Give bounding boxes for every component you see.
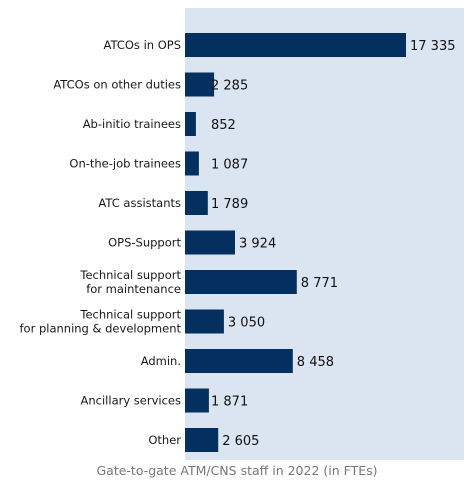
category-label-3: On-the-job trainees <box>69 157 181 171</box>
category-labels-group: ATCOs in OPS ATCOs on other duties Ab-init… <box>19 38 181 447</box>
value-label-3: 1 087 <box>211 158 248 173</box>
bar-10 <box>185 428 219 452</box>
bar-0 <box>185 33 406 57</box>
bar-9 <box>185 388 209 413</box>
category-label-8: Admin. <box>141 354 181 368</box>
value-label-2: 852 <box>211 118 236 133</box>
value-label-6: 8 771 <box>301 276 338 291</box>
value-label-4: 1 789 <box>211 197 248 212</box>
chart-caption: Gate-to-gate ATM/CNS staff in 2022 (in F… <box>96 463 377 478</box>
category-label-0: ATCOs in OPS <box>104 38 181 52</box>
value-label-9: 1 871 <box>211 395 248 410</box>
bar-2 <box>185 112 196 136</box>
category-label-5: OPS-Support <box>108 236 181 250</box>
category-label-6: Technical support for maintenance <box>79 268 181 296</box>
category-label-2: Ab-initio trainees <box>83 117 181 131</box>
value-label-8: 8 458 <box>297 355 334 370</box>
value-label-1: 2 285 <box>211 79 248 94</box>
bar-1 <box>185 72 215 97</box>
bar-5 <box>185 230 235 255</box>
bar-6 <box>185 270 297 294</box>
category-label-7: Technical support for planning & developm… <box>19 308 181 336</box>
value-label-0: 17 335 <box>410 39 456 54</box>
category-label-1: ATCOs on other duties <box>53 78 181 92</box>
value-label-5: 3 924 <box>239 237 276 252</box>
value-labels-group: 17 335 2 285 852 1 087 1 789 3 924 8 771 3 050 8… <box>211 39 456 449</box>
value-label-10: 2 605 <box>222 434 259 449</box>
category-label-4: ATC assistants <box>98 196 181 210</box>
category-label-9: Ancillary services <box>81 394 182 408</box>
category-label-10: Other <box>148 433 181 447</box>
bar-3 <box>185 151 199 176</box>
value-label-7: 3 050 <box>228 316 265 331</box>
bars-group <box>185 33 406 452</box>
bar-7 <box>185 309 224 334</box>
bar-8 <box>185 349 293 373</box>
bar-4 <box>185 191 208 215</box>
